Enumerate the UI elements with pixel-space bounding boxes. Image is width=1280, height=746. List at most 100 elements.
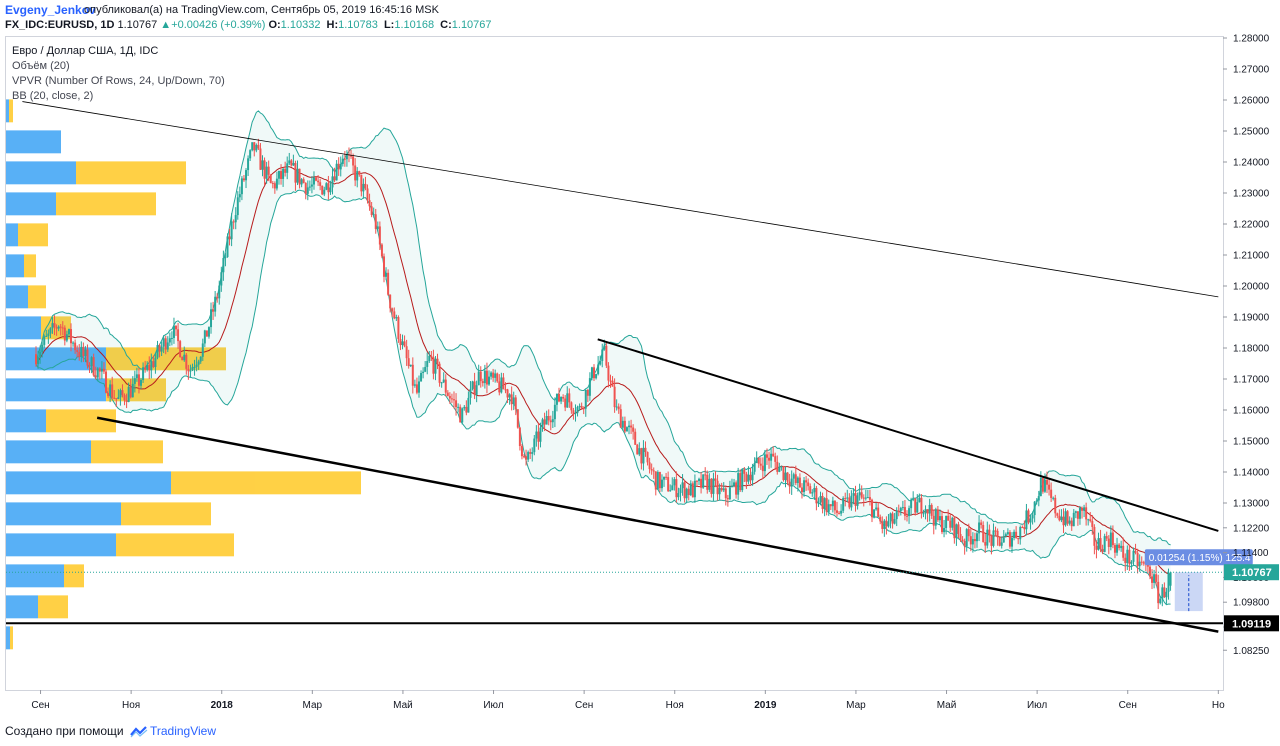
candle-body <box>800 487 803 493</box>
candle-body <box>1116 544 1119 553</box>
candle <box>887 514 890 528</box>
candle <box>930 503 933 519</box>
tradingview-link[interactable]: TradingView <box>149 724 217 738</box>
candle-body <box>337 163 340 170</box>
candle-body <box>763 454 766 472</box>
candle <box>541 417 544 432</box>
candle <box>224 252 227 267</box>
candle <box>535 425 538 447</box>
candle-body <box>875 507 878 510</box>
candle-body <box>189 370 192 372</box>
candle <box>477 364 480 386</box>
x-axis: Сен Ноя 2018 Мар Май Июл Сен Ноя 2019 Мар Май Июл Се… <box>31 690 1225 711</box>
candle <box>529 448 532 460</box>
candle-body <box>123 395 126 401</box>
candle-body <box>673 479 676 486</box>
candle <box>133 370 136 393</box>
candle <box>628 420 631 435</box>
candle <box>345 150 348 167</box>
candle-body <box>1054 497 1057 514</box>
candle <box>844 492 847 507</box>
candle <box>426 352 429 375</box>
candle-body <box>728 487 731 500</box>
candle <box>251 142 254 152</box>
candle-body <box>166 342 169 350</box>
candle <box>469 381 472 405</box>
legend-vpvr[interactable]: VPVR (Number Of Rows, 24, Up/Down, 70) <box>12 75 225 87</box>
candle-body <box>677 493 680 498</box>
candle <box>1142 560 1145 566</box>
legend-title: Евро / Доллар США, 1Д, IDC <box>12 45 159 57</box>
candle-body <box>652 470 655 472</box>
candle-body <box>693 480 696 498</box>
candle-body <box>1126 549 1129 563</box>
candle-body <box>1031 515 1034 519</box>
candle-body <box>37 357 40 365</box>
candle <box>895 507 898 527</box>
candle <box>656 470 659 490</box>
candle-body <box>733 482 736 486</box>
candle-body <box>794 474 797 484</box>
candle <box>1058 509 1061 522</box>
candle-body <box>757 457 760 464</box>
legend-volume[interactable]: Объём (20) <box>12 60 70 72</box>
candle <box>485 362 488 394</box>
candle <box>883 519 886 537</box>
candle <box>549 415 552 431</box>
candle <box>300 178 303 188</box>
candle <box>362 178 365 199</box>
candle <box>74 339 77 354</box>
candle <box>403 335 406 348</box>
candle-body <box>251 142 254 151</box>
candle <box>778 462 781 473</box>
candle-body <box>282 168 285 179</box>
candle-body <box>967 529 970 537</box>
candle-body <box>1153 574 1156 583</box>
candle-body <box>228 236 231 240</box>
candle <box>961 536 964 543</box>
candle <box>691 481 694 498</box>
chart-legend: Евро / Доллар США, 1Д, IDC Объём (20) VP… <box>12 44 225 104</box>
candle <box>755 451 758 464</box>
candle <box>870 498 873 523</box>
candle <box>72 341 75 347</box>
candle <box>158 343 161 358</box>
legend-bb[interactable]: BB (20, close, 2) <box>12 90 94 102</box>
candle <box>67 328 70 338</box>
chart-frame[interactable] <box>5 36 1224 691</box>
candle-body <box>605 345 608 366</box>
candle <box>815 485 818 511</box>
candle <box>374 208 377 234</box>
y-tick-label: 1.14000 <box>1233 468 1270 479</box>
candle <box>984 533 987 553</box>
candle <box>733 478 736 488</box>
candle-body <box>918 497 921 503</box>
author-link[interactable]: Evgeny_Jenkov <box>5 3 96 17</box>
candle-body <box>467 397 470 413</box>
candle <box>539 422 542 448</box>
candle <box>994 526 997 535</box>
candle <box>718 483 721 500</box>
candle <box>922 509 925 518</box>
candle <box>327 175 330 200</box>
candle-body <box>405 346 408 359</box>
candle <box>455 393 458 416</box>
candle-body <box>809 486 812 494</box>
trendline-support <box>96 416 1219 633</box>
candle-body <box>59 326 62 328</box>
candle <box>504 382 507 394</box>
candle <box>803 477 806 497</box>
candle <box>1004 532 1007 538</box>
x-tick-label: Сен <box>1119 700 1137 711</box>
candle-body <box>778 466 781 472</box>
candle-body <box>374 214 377 229</box>
candle <box>172 317 175 344</box>
candle-body <box>735 482 738 495</box>
candle <box>107 387 110 399</box>
candle-body <box>726 498 729 500</box>
candle-body <box>119 390 122 398</box>
vp-up-bar <box>6 471 171 495</box>
candle <box>1054 494 1057 518</box>
candle-body <box>35 354 37 365</box>
